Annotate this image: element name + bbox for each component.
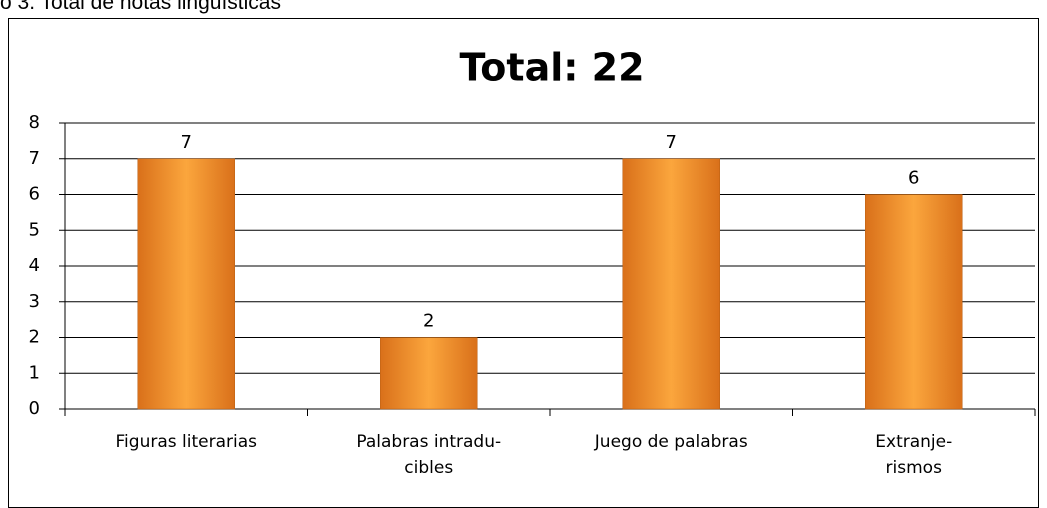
y-tick-label: 3 bbox=[29, 291, 40, 312]
chart-title: Total: 22 bbox=[459, 46, 644, 90]
y-tick-label: 6 bbox=[29, 184, 40, 205]
caption: o 3. Total de notas lingüísticas bbox=[0, 0, 281, 14]
x-tick-label: Palabras intradu- cibles bbox=[356, 432, 502, 478]
value-label: 7 bbox=[181, 132, 192, 153]
x-tick-label: Juego de palabras bbox=[594, 432, 748, 452]
bar bbox=[380, 337, 478, 410]
y-tick-label: 0 bbox=[29, 398, 40, 419]
x-tick-label: Extranje- rismos bbox=[875, 432, 953, 478]
y-tick-label: 2 bbox=[29, 327, 40, 348]
y-tick-label: 8 bbox=[29, 112, 40, 133]
y-tick-label: 1 bbox=[29, 362, 40, 383]
y-tick-label: 4 bbox=[29, 255, 40, 276]
value-label: 7 bbox=[666, 132, 677, 153]
x-tick-label: Figuras literarias bbox=[115, 432, 257, 452]
value-label: 6 bbox=[908, 168, 919, 189]
y-tick-label: 5 bbox=[29, 219, 40, 240]
bar bbox=[865, 194, 963, 410]
value-label: 2 bbox=[423, 311, 434, 332]
bar bbox=[622, 158, 720, 410]
bar bbox=[137, 158, 235, 410]
y-tick-label: 7 bbox=[29, 148, 40, 169]
